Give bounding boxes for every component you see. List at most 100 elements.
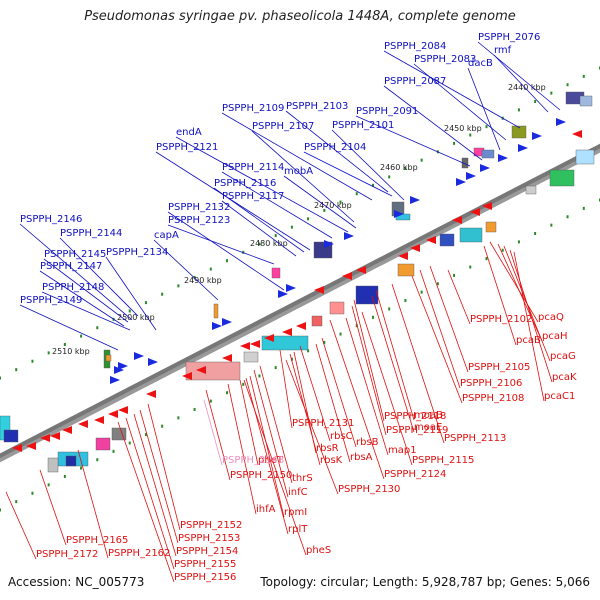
label-leader-line [249,375,285,518]
reverse-gene-arrow [452,216,462,224]
label-leader-line [299,345,331,442]
tick-dot [47,351,50,355]
gene-block [461,157,469,169]
reverse-gene-arrow [146,390,156,398]
tick-dot [31,359,34,363]
label-leader-line [5,491,37,560]
scale-tick-label: 2450 kbp [444,124,482,133]
gene-label: PSPPH_2165 [66,535,128,546]
label-leader-line [77,449,109,559]
label-leader-line [509,249,553,383]
gene-label: rbsC [330,431,353,442]
gene-label: PSPPH_2131 [292,418,354,429]
gene-label: thrS [292,473,313,484]
gene-label: PSPPH_2134 [106,247,168,258]
tick-dot [63,474,66,478]
label-leader-line [221,171,333,239]
gene-label: PSPPH_2144 [60,228,122,239]
tick-dot [534,232,537,236]
label-leader-line [175,136,349,233]
label-leader-line [19,304,119,351]
gene-label: moaB [414,410,443,421]
label-leader-line [283,175,357,229]
reverse-gene-arrow [250,340,260,348]
tick-dot [388,175,391,179]
label-leader-line [411,275,463,404]
label-leader-line [447,269,471,325]
tick-dot [307,217,310,221]
label-leader-line [497,243,543,342]
forward-gene-arrow [286,284,296,292]
tick-dot [566,83,569,87]
gene-label: PSPPH_2106 [460,378,522,389]
gene-block [485,221,497,233]
gene-block [3,429,19,443]
tick-dot [485,257,488,261]
label-leader-line [213,187,305,253]
tick-dot [80,334,83,338]
gene-label: PSPPH_2132 [168,202,230,213]
gene-label: PSPPH_2150 [230,470,292,481]
reverse-gene-arrow [356,266,366,274]
gene-label: pcaK [552,372,577,383]
tick-dot [128,441,131,445]
tick-dot [144,433,147,437]
tick-dot [177,416,180,420]
gene-label: moaE [414,422,442,433]
gene-label: rbsA [350,452,373,463]
reverse-gene-arrow [182,372,192,380]
gene-label: rbsR [316,443,339,454]
gene-label: PSPPH_2087 [384,76,446,87]
label-leader-line [125,417,175,570]
gene-block [511,125,527,139]
gene-label: mobA [284,166,313,177]
label-leader-line [371,295,415,433]
forward-gene-arrow [466,172,476,180]
gene-label: pcaC1 [544,391,575,402]
gene-label: pcaG [550,351,576,362]
scale-tick-label: 2470 kbp [314,201,352,210]
gene-block [213,303,219,319]
forward-gene-arrow [456,178,466,186]
gene-label: PSPPH_2104 [304,142,366,153]
label-leader-line [413,63,507,141]
tick-dot [209,267,212,271]
label-leader-line [39,469,67,546]
tick-dot [96,326,99,330]
gene-label: PSPPH_2155 [174,559,236,570]
reverse-gene-arrow [118,406,128,414]
gene-label: PSPPH_2153 [178,533,240,544]
label-leader-line [245,377,289,535]
dna-backbone [0,143,600,463]
gene-label: PSPPH_2117 [222,191,284,202]
label-leader-line [285,359,339,495]
tick-dot [566,215,569,219]
gene-label: pheS [306,545,331,556]
gene-block [65,455,77,467]
tick-dot [274,366,277,370]
label-leader-line [251,130,355,223]
tick-dot [469,133,472,137]
tick-dot [371,315,374,319]
scale-tick-label: 2490 kbp [184,276,222,285]
tick-dot [404,167,407,171]
reverse-gene-arrow [40,434,50,442]
gene-label: rmf [494,45,512,56]
reverse-gene-arrow [108,410,118,418]
label-leaders [5,41,561,583]
forward-gene-arrow [148,358,158,366]
label-leader-line [155,151,311,251]
gene-label: map1 [388,445,417,456]
gene-block [329,301,345,315]
gene-label: PSPPH_2116 [214,178,276,189]
label-leader-line [419,269,461,389]
tick-dot [177,284,180,288]
tick-dot [96,458,99,462]
label-leader-line [383,85,483,161]
tick-dot [323,208,326,212]
tick-dot [339,332,342,336]
label-leader-line [489,241,539,323]
